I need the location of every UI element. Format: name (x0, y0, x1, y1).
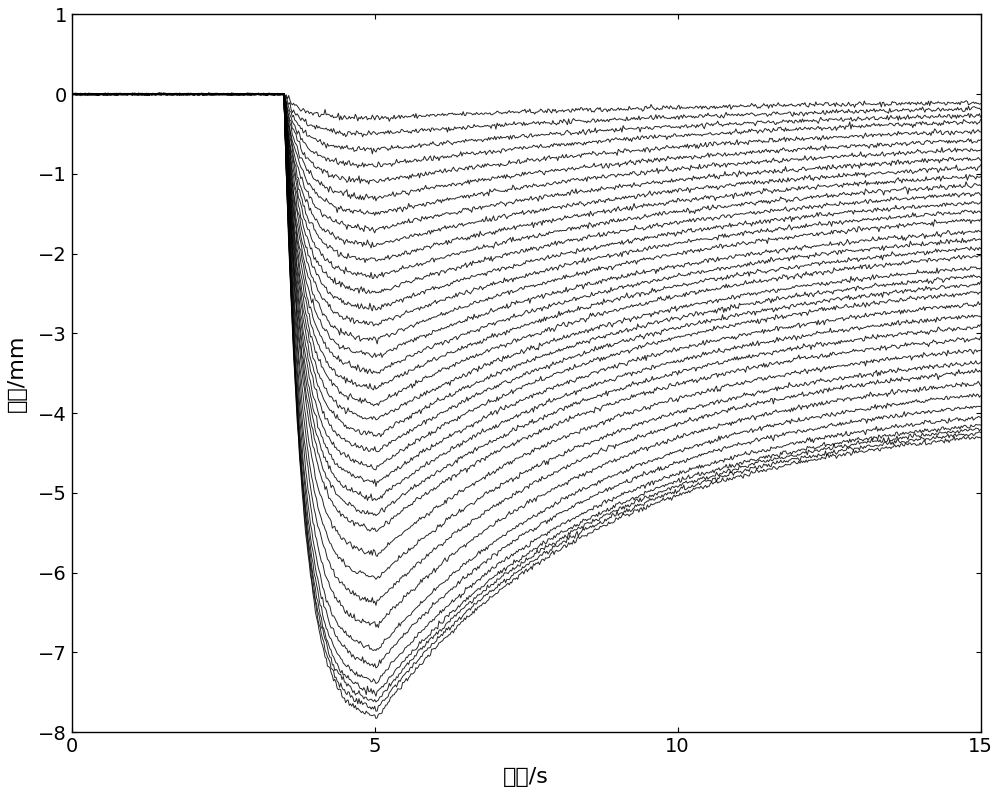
X-axis label: 时间/s: 时间/s (503, 767, 549, 787)
Y-axis label: 位移/mm: 位移/mm (7, 334, 27, 412)
